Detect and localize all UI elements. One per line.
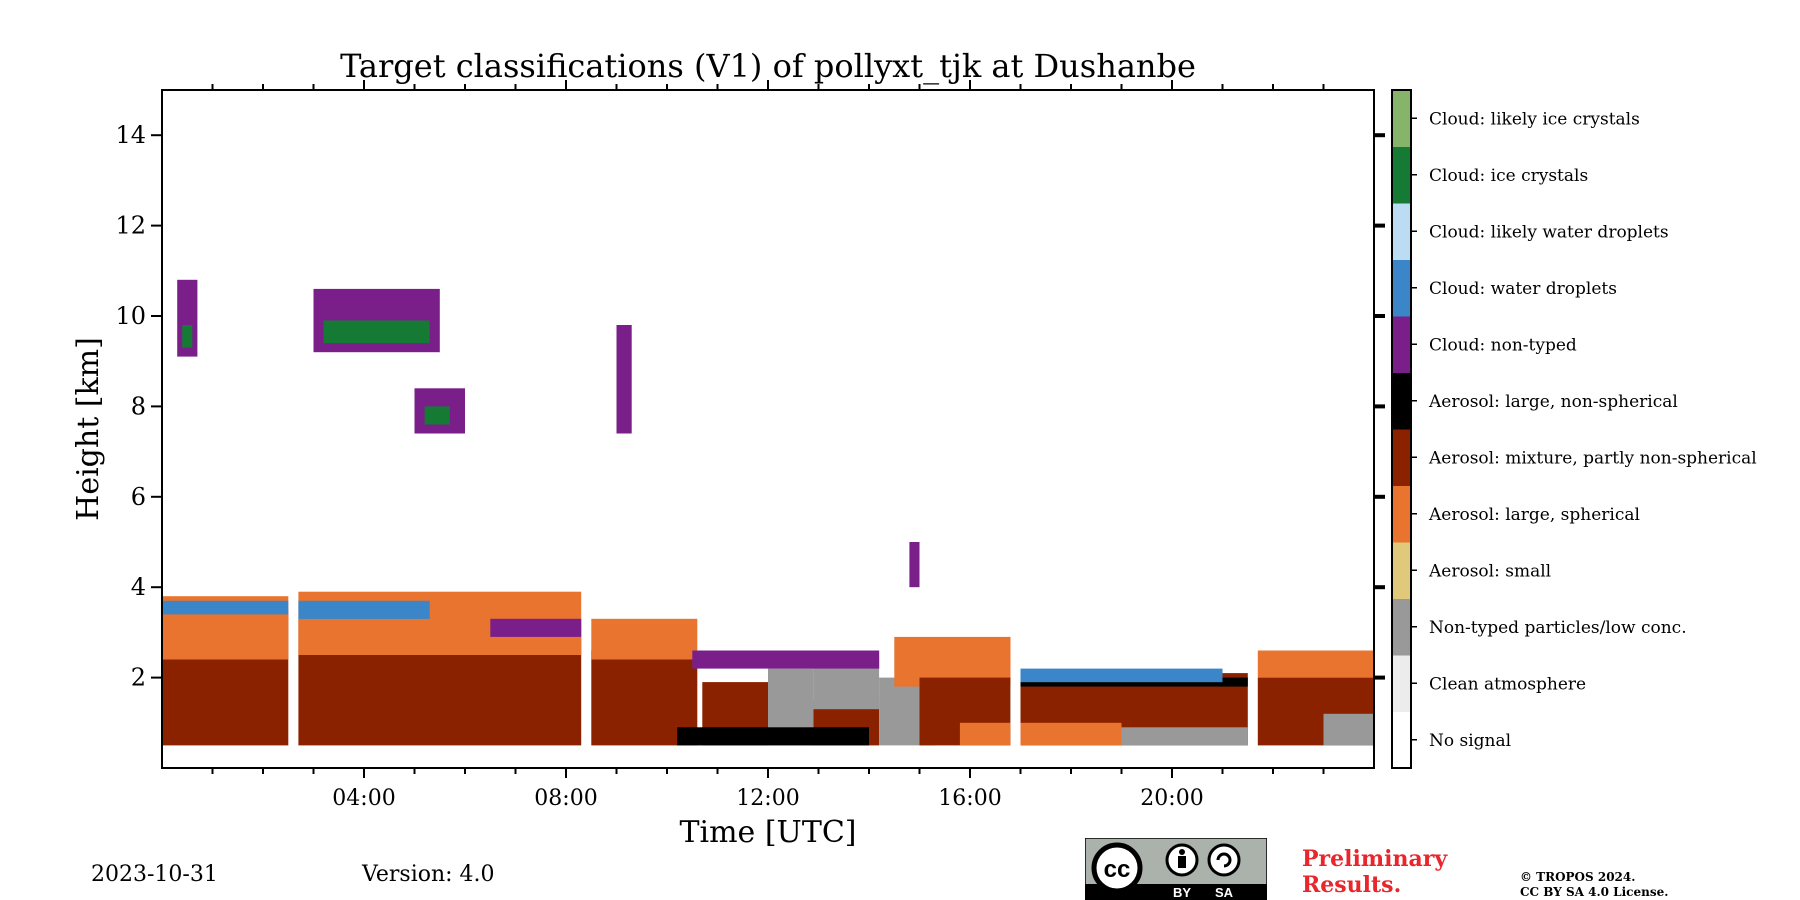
copyright-line-1: © TROPOS 2024. — [1520, 870, 1636, 884]
version-label: Version: 4.0 — [362, 862, 495, 887]
colorbar-swatch — [1392, 655, 1411, 712]
preliminary-line-1: Preliminary — [1302, 846, 1448, 872]
plot-area — [162, 90, 1374, 768]
y-tick-label: 14 — [115, 121, 146, 149]
colorbar-swatch — [1392, 316, 1411, 373]
class-region — [591, 618, 698, 660]
class-region — [616, 325, 632, 434]
class-region — [1121, 727, 1248, 746]
x-tick-label: 12:00 — [736, 786, 799, 811]
colorbar-swatch — [1392, 711, 1411, 769]
colorbar-label: Cloud: non-typed — [1429, 335, 1577, 355]
badge-by-text: BY — [1173, 885, 1191, 900]
cc-license-badge: cc BY SA — [1085, 838, 1267, 900]
x-tick-label: 04:00 — [332, 786, 395, 811]
class-region — [424, 406, 450, 425]
class-region — [692, 650, 880, 669]
y-tick-label: 8 — [131, 392, 146, 420]
cc-icon — [1091, 842, 1143, 894]
class-region — [1257, 650, 1374, 678]
preliminary-notice: Preliminary Results. — [1302, 846, 1447, 898]
class-region — [677, 727, 869, 746]
colorbar-label: Cloud: water droplets — [1429, 279, 1617, 299]
copyright-line-2: CC BY SA 4.0 License. — [1520, 885, 1669, 899]
x-tick-label: 08:00 — [534, 786, 597, 811]
x-tick-label: 16:00 — [938, 786, 1001, 811]
colorbar-frame — [1391, 89, 1412, 769]
preliminary-line-2: Results. — [1302, 872, 1402, 898]
colorbar-swatch — [1392, 372, 1411, 430]
class-region — [1020, 668, 1223, 683]
chart-title: Target classifications (V1) of pollyxt_t… — [340, 47, 1196, 85]
y-axis: 2 4 6 8 10 12 14 — [115, 121, 1385, 692]
copyright-notice: © TROPOS 2024. CC BY SA 4.0 License. — [1520, 870, 1668, 900]
y-tick-label: 10 — [115, 302, 146, 330]
class-region — [959, 722, 1011, 746]
colorbar-label: Clean atmosphere — [1429, 674, 1586, 694]
y-tick-label: 12 — [115, 212, 146, 240]
svg-text:cc: cc — [1104, 856, 1131, 883]
class-region — [1020, 722, 1122, 746]
colorbar-swatch — [1392, 542, 1411, 599]
colorbar-swatch — [1392, 429, 1411, 486]
x-axis: 04:00 08:00 12:00 16:00 20:00 — [211, 80, 1325, 811]
class-region — [298, 600, 430, 619]
colorbar-swatch — [1392, 485, 1411, 543]
colorbar-label: Aerosol: large, spherical — [1428, 505, 1640, 525]
class-region — [909, 542, 920, 588]
class-region — [162, 600, 289, 615]
colorbar-label: Cloud: ice crystals — [1429, 166, 1588, 186]
colorbar-swatch — [1392, 146, 1411, 204]
colorbar-label: No signal — [1429, 731, 1511, 751]
class-region — [182, 325, 193, 348]
colorbar-label: Aerosol: mixture, partly non-spherical — [1428, 448, 1757, 468]
badge-sa-text: SA — [1215, 885, 1234, 900]
y-tick-label: 4 — [131, 573, 146, 601]
colorbar-swatch — [1392, 598, 1411, 656]
share-alike-icon — [1207, 843, 1241, 877]
y-tick-label: 2 — [131, 664, 146, 692]
x-axis-label: Time [UTC] — [680, 815, 857, 850]
colorbar-legend: No signal Clean atmosphere Non-typed parti… — [1391, 89, 1757, 769]
y-axis-label: Height [km] — [71, 337, 106, 521]
colorbar-label: Cloud: likely ice crystals — [1429, 109, 1640, 129]
colorbar-label: Non-typed particles/low conc. — [1429, 618, 1687, 638]
date-label: 2023-10-31 — [91, 862, 218, 887]
colorbar-swatch — [1392, 203, 1411, 260]
y-tick-label: 6 — [131, 483, 146, 511]
colorbar-swatch — [1392, 259, 1411, 317]
colorbar-label: Aerosol: small — [1428, 561, 1551, 581]
x-tick-label: 20:00 — [1140, 786, 1203, 811]
class-region — [1323, 713, 1374, 746]
class-region — [323, 320, 430, 344]
colorbar-label: Cloud: likely water droplets — [1429, 222, 1669, 242]
class-region — [490, 618, 582, 637]
colorbar-label: Aerosol: large, non-spherical — [1428, 392, 1678, 412]
colorbar-swatch — [1392, 90, 1411, 147]
